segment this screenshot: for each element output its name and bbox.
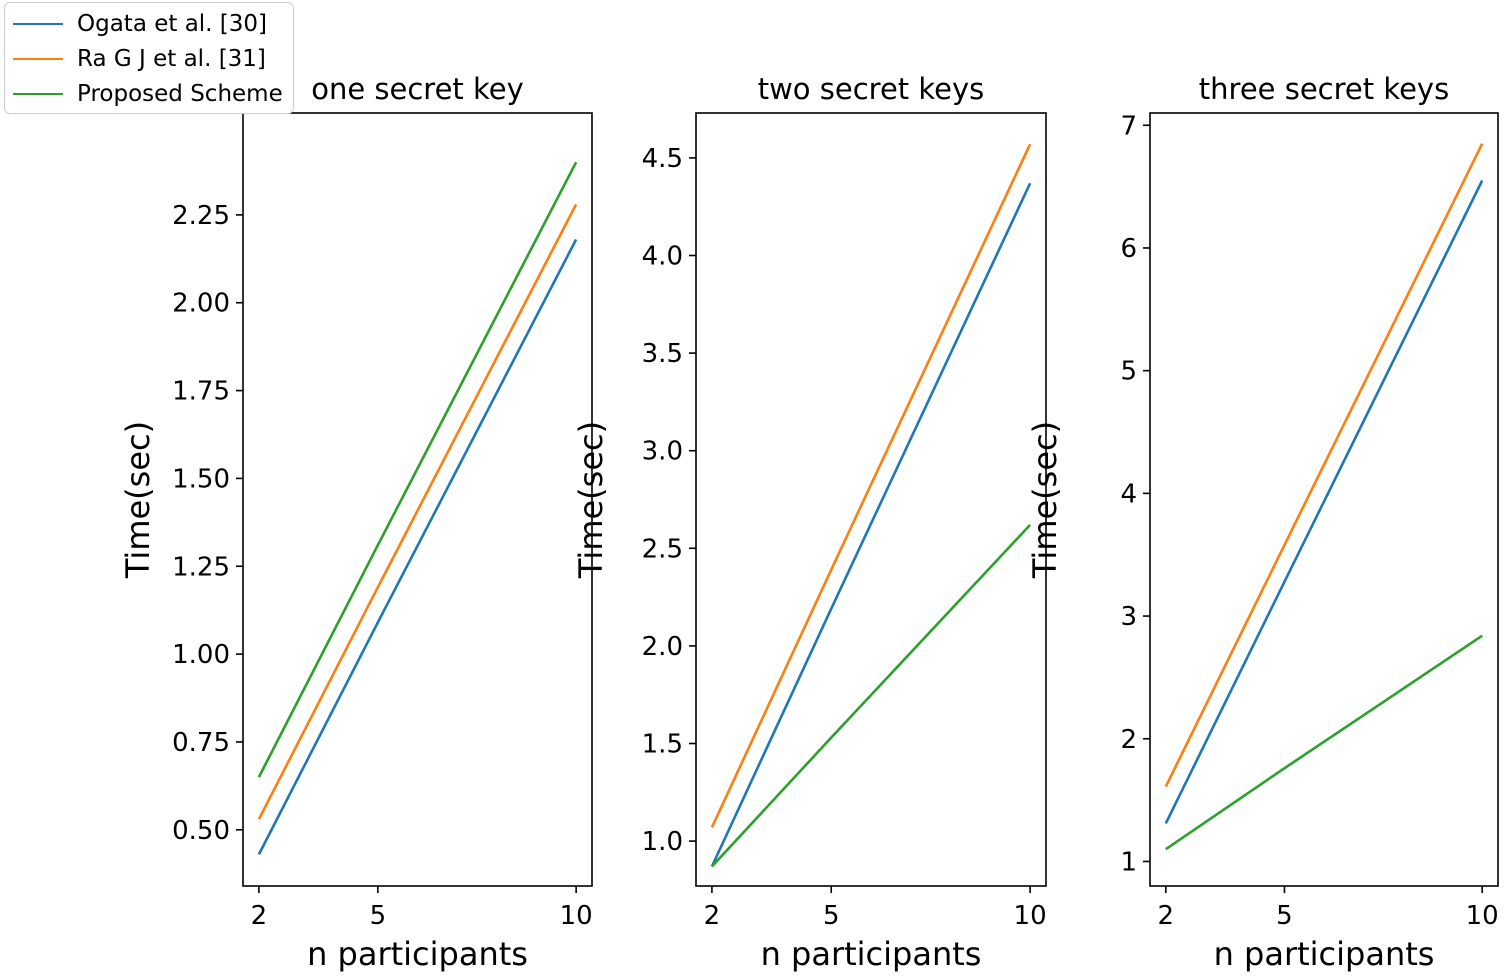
series-line-ra-two-keys [710,143,1032,828]
y-tick-label-two-keys: 1.0 [642,827,683,857]
y-axis-label-one-key: Time(sec) [119,421,157,579]
legend-item-ra: Ra G J et al. [31] [13,44,266,74]
y-tick-label-one-key: 1.00 [172,640,230,670]
y-tick-label-three-keys: 3 [1120,602,1137,632]
x-tick-label-two-keys: 5 [823,901,840,931]
y-tick-label-three-keys: 6 [1120,234,1137,264]
chart-title-three-keys: three secret keys [1199,72,1449,106]
y-tick-label-two-keys: 2.5 [642,534,683,564]
x-tick-label-one-key: 2 [251,901,268,931]
y-axis-label-three-keys: Time(sec) [1026,421,1064,579]
series-line-ra-one-key [257,203,578,820]
x-axis-label-one-key: n participants [307,935,528,973]
x-axis-label-two-keys: n participants [761,935,982,973]
x-tick-label-three-keys: 5 [1276,901,1293,931]
legend-item-proposed: Proposed Scheme [13,79,283,109]
y-tick-label-three-keys: 2 [1120,725,1137,755]
axes-frame-three-keys [1149,112,1499,887]
x-tick-label-three-keys: 10 [1466,901,1499,931]
y-axis-label-two-keys: Time(sec) [572,421,610,579]
y-tick-label-one-key: 1.25 [172,552,230,582]
y-tick-label-one-key: 1.75 [172,377,230,407]
y-tick-label-two-keys: 4.0 [642,241,683,271]
legend-swatch-proposed [13,93,63,95]
legend-label-ogata: Ogata et al. [30] [77,11,268,37]
legend-swatch-ra [13,58,63,60]
y-tick-label-two-keys: 3.0 [642,437,683,467]
chart-title-two-keys: two secret keys [758,72,985,106]
y-tick-label-three-keys: 4 [1120,479,1137,509]
y-tick-label-one-key: 2.00 [172,289,230,319]
x-axis-label-three-keys: n participants [1214,935,1435,973]
chart-title-one-key: one secret key [311,72,524,106]
y-tick-label-two-keys: 1.5 [642,730,683,760]
series-line-proposed-one-key [257,161,578,778]
axes-frame-two-keys [695,112,1047,887]
series-line-ra-three-keys [1164,143,1484,788]
legend-label-ra: Ra G J et al. [31] [77,46,266,72]
series-line-proposed-two-keys [710,524,1032,868]
legend-swatch-ogata [13,23,63,25]
y-tick-label-one-key: 0.75 [172,728,230,758]
x-tick-label-three-keys: 2 [1158,901,1175,931]
series-line-ogata-two-keys [710,182,1032,868]
y-tick-label-three-keys: 7 [1120,111,1137,141]
x-tick-label-two-keys: 2 [704,901,721,931]
legend-item-ogata: Ogata et al. [30] [13,9,267,39]
y-tick-label-two-keys: 3.5 [642,339,683,369]
y-tick-label-two-keys: 4.5 [642,144,683,174]
x-tick-label-one-key: 10 [560,901,593,931]
series-line-ogata-one-key [257,238,578,855]
y-tick-label-one-key: 0.50 [172,816,230,846]
y-tick-label-one-key: 2.25 [172,201,230,231]
x-tick-label-one-key: 5 [370,901,387,931]
legend-label-proposed: Proposed Scheme [77,81,283,107]
x-tick-label-two-keys: 10 [1014,901,1047,931]
y-tick-label-two-keys: 2.0 [642,632,683,662]
y-tick-label-three-keys: 5 [1120,357,1137,387]
y-tick-label-one-key: 1.50 [172,464,230,494]
series-line-ogata-three-keys [1164,179,1484,824]
y-tick-label-three-keys: 1 [1120,847,1137,877]
chart-legend: Ogata et al. [30] Ra G J et al. [31] Pro… [4,2,294,114]
axes-frame-one-key [242,112,593,887]
series-line-proposed-three-keys [1165,634,1483,851]
